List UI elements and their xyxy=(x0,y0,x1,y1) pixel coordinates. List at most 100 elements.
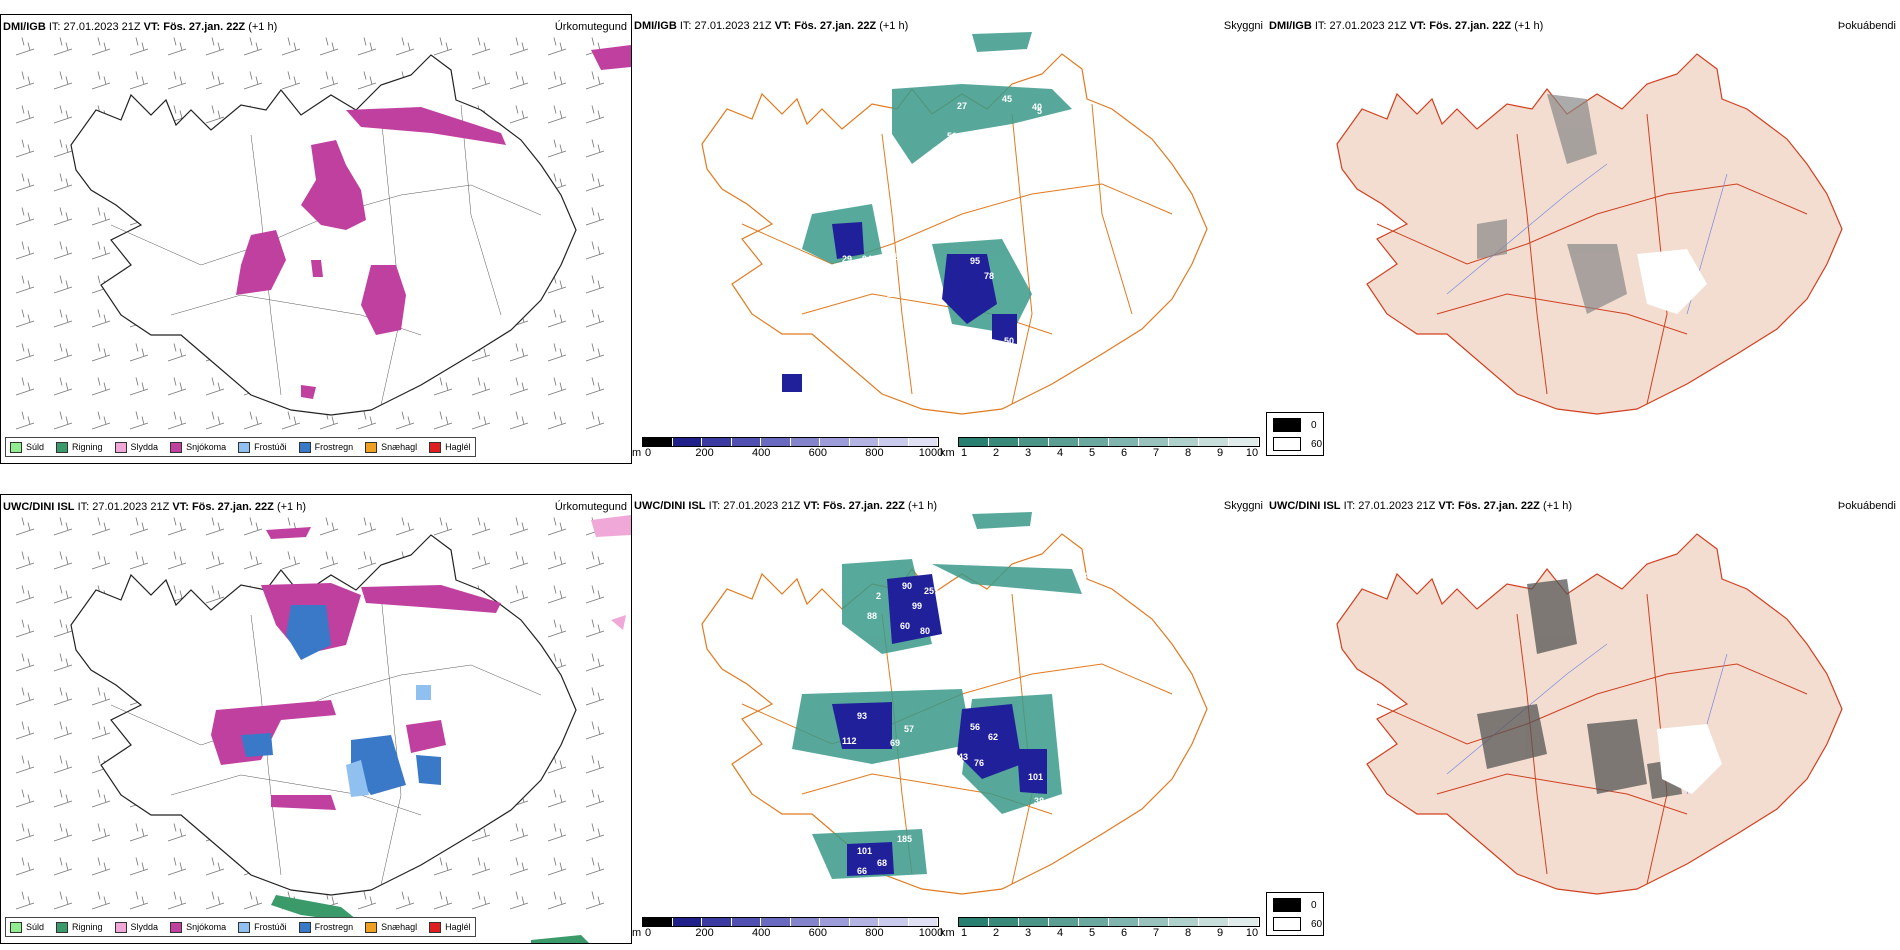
wind-barb xyxy=(167,517,187,536)
colorbar-tick: 3 xyxy=(1024,447,1032,459)
cloud-label: 257 xyxy=(924,586,939,596)
wind-barb xyxy=(91,891,111,910)
sun-shading xyxy=(1477,94,1627,314)
legend-label: Rigning xyxy=(72,442,103,452)
colorbar-tick: 9 xyxy=(1216,927,1224,939)
colorbar-segment xyxy=(761,918,791,926)
cloud-labels: 27 51 30 100 127 26 45 85 12 49 40 29 94… xyxy=(842,94,1142,388)
colorbar-segment xyxy=(1019,918,1049,926)
wind-barb xyxy=(433,377,453,396)
cloud-label: 66 xyxy=(1050,671,1060,681)
cloud-label: 5 xyxy=(1037,106,1042,116)
wind-barb xyxy=(167,71,187,90)
wind-barb xyxy=(205,551,225,570)
legend-item: Snæhagl xyxy=(365,441,417,453)
wind-barb xyxy=(91,789,111,808)
wind-barb xyxy=(15,411,35,430)
cloud-label: 185 xyxy=(1077,571,1092,581)
wind-barb xyxy=(243,517,263,536)
cloud-label: 30 xyxy=(932,146,942,156)
wind-barb xyxy=(509,411,529,430)
wind-barb xyxy=(395,891,415,910)
wind-barb xyxy=(167,857,187,876)
km-unit: km xyxy=(940,927,955,939)
wind-barb xyxy=(471,71,491,90)
colorbar-segment xyxy=(1139,918,1169,926)
colorbar-tick: 10 xyxy=(1245,447,1259,459)
legend-item: Frostregn xyxy=(298,441,353,453)
sun-shading xyxy=(1477,579,1682,799)
cloud-map: 90 257 99 60 80 123 88 185 66 93 112 57 … xyxy=(701,512,1208,895)
legend-label: Snjókoma xyxy=(186,442,227,452)
wind-barb xyxy=(91,71,111,90)
panel-title: Skyggni xyxy=(1223,500,1263,512)
colorbar-segment xyxy=(1229,918,1259,926)
panel-header: UWC/DINI ISL IT: 27.01.2023 21Z VT: Fös.… xyxy=(634,500,937,512)
colorbar-tick: 7 xyxy=(1152,447,1160,459)
wind-barb xyxy=(547,857,567,876)
wind-barb xyxy=(357,37,377,56)
colorbar-tick: 400 xyxy=(752,447,771,459)
colorbar-segment xyxy=(879,438,909,446)
wind-barb xyxy=(129,411,149,430)
wind-barb xyxy=(15,619,35,638)
wind-barb xyxy=(53,105,73,124)
cloud-panel-row1: DMI/IGB IT: 27.01.2023 21Z VT: Fös. 27.j… xyxy=(632,14,1267,464)
colorbar-tick: 3 xyxy=(1024,927,1032,939)
cloud-label: 29 xyxy=(842,254,852,264)
cloud-label: 90 xyxy=(902,581,912,591)
colorbar-segment xyxy=(959,438,989,446)
colorbar-tick: 4 xyxy=(1056,927,1064,939)
colorbar-tick: 4 xyxy=(1056,447,1064,459)
colorbar-tick: 8 xyxy=(1184,927,1192,939)
legend-label: Haglél xyxy=(445,442,471,452)
wind-barb xyxy=(547,619,567,638)
wind-barb xyxy=(53,619,73,638)
wind-barb xyxy=(585,653,605,672)
wind-barb xyxy=(167,343,187,362)
colorbar-tick: 600 xyxy=(808,447,827,459)
legend-swatch xyxy=(298,921,311,933)
cloud-label: 18 xyxy=(1052,216,1062,226)
wind-barb xyxy=(319,37,339,56)
wind-barb xyxy=(53,241,73,260)
legend-swatch xyxy=(238,921,251,933)
wind-barb xyxy=(91,857,111,876)
cloud-label: 80 xyxy=(920,626,930,636)
wind-barb xyxy=(433,411,453,430)
wind-barb xyxy=(15,37,35,56)
wind-barb xyxy=(509,517,529,536)
precip-legend: Súld Rigning Slydda Snjókoma Frostúði Frostre… xyxy=(5,917,476,937)
colorbar-segment xyxy=(1229,438,1259,446)
legend-label: Súld xyxy=(26,922,45,932)
wind-barb xyxy=(15,71,35,90)
legend-item: Súld xyxy=(10,441,44,453)
wind-barb xyxy=(319,551,339,570)
cloud-label: 99 xyxy=(912,601,922,611)
colorbar-segment xyxy=(908,918,938,926)
cloud-label: 43 xyxy=(958,752,968,762)
colorbar-segment xyxy=(731,918,761,926)
sun-legend-row2: 0 60 xyxy=(1266,892,1324,936)
colorbar-segment xyxy=(1109,918,1139,926)
wind-barb xyxy=(357,71,377,90)
wind-barb xyxy=(395,411,415,430)
legend-item: Haglél xyxy=(429,921,471,933)
wind-barb xyxy=(585,789,605,808)
dark-swatch xyxy=(1273,898,1301,912)
wind-barb xyxy=(585,619,605,638)
light-swatch xyxy=(1273,917,1301,931)
precip-map xyxy=(15,515,631,943)
cloud-label: 45 xyxy=(1002,94,1012,104)
colorbar-segment xyxy=(1049,438,1079,446)
cloud-label: 69 xyxy=(890,738,900,748)
legend-swatch xyxy=(170,921,183,933)
cloud-label: 68 xyxy=(877,858,887,868)
wind-barb xyxy=(585,857,605,876)
wind-barb xyxy=(167,377,187,396)
colorbar-segment xyxy=(820,438,850,446)
wind-barb xyxy=(585,377,605,396)
wind-barb xyxy=(547,37,567,56)
wind-barb xyxy=(205,891,225,910)
colorbar-segment xyxy=(1079,918,1109,926)
